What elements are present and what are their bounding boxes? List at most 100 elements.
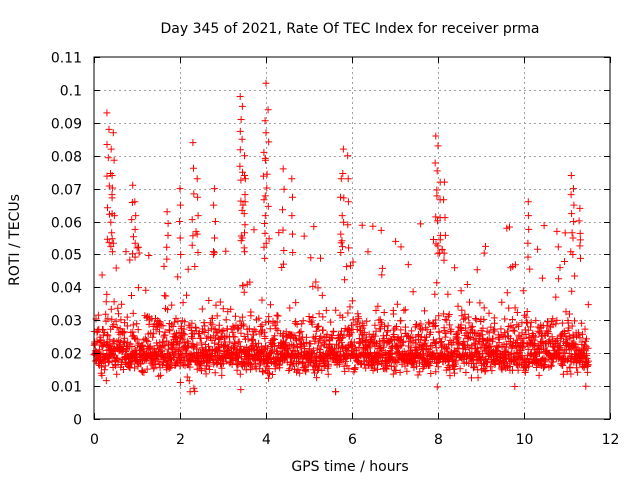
data-point bbox=[337, 249, 345, 256]
data-point bbox=[210, 249, 218, 257]
data-point bbox=[131, 253, 139, 261]
data-point bbox=[222, 247, 230, 255]
data-point bbox=[553, 227, 561, 235]
data-point bbox=[261, 229, 269, 237]
data-point bbox=[440, 196, 448, 204]
data-point bbox=[310, 223, 318, 231]
data-point bbox=[446, 321, 454, 329]
data-point bbox=[466, 298, 473, 306]
data-point bbox=[201, 322, 209, 330]
data-point bbox=[103, 290, 111, 298]
data-point bbox=[431, 322, 439, 330]
data-point bbox=[264, 202, 272, 210]
data-point bbox=[234, 325, 242, 333]
data-point bbox=[339, 243, 346, 251]
data-point bbox=[199, 327, 207, 335]
data-point bbox=[349, 316, 357, 324]
data-point bbox=[390, 362, 398, 370]
y-tick-label: 0.09 bbox=[51, 117, 82, 133]
data-point bbox=[432, 340, 439, 347]
data-point bbox=[482, 242, 489, 250]
data-point bbox=[523, 308, 531, 315]
data-point bbox=[204, 326, 212, 334]
data-point bbox=[337, 175, 345, 183]
data-point bbox=[142, 286, 150, 294]
data-point bbox=[176, 201, 184, 209]
data-point bbox=[241, 191, 249, 199]
data-point bbox=[211, 234, 218, 242]
data-point bbox=[279, 165, 287, 173]
data-point bbox=[260, 328, 268, 336]
data-point bbox=[403, 367, 411, 375]
data-point bbox=[263, 184, 271, 192]
data-point bbox=[511, 261, 519, 269]
data-point bbox=[102, 298, 110, 306]
data-point bbox=[371, 364, 379, 372]
data-point bbox=[364, 248, 372, 256]
data-point bbox=[171, 318, 179, 326]
data-point bbox=[411, 339, 419, 347]
data-point bbox=[119, 329, 127, 337]
data-point bbox=[250, 331, 257, 339]
data-point bbox=[212, 334, 219, 342]
data-point bbox=[316, 358, 324, 366]
data-point bbox=[107, 145, 115, 153]
data-point bbox=[332, 306, 340, 314]
data-point bbox=[397, 243, 405, 251]
data-point bbox=[108, 184, 116, 192]
data-point bbox=[108, 229, 116, 237]
data-point bbox=[434, 363, 442, 371]
data-point bbox=[237, 176, 245, 184]
y-tick-label: 0.02 bbox=[51, 347, 82, 363]
data-point bbox=[110, 156, 118, 164]
data-point bbox=[128, 292, 135, 299]
data-point bbox=[567, 191, 575, 199]
data-point bbox=[235, 338, 243, 346]
data-point bbox=[289, 249, 297, 256]
data-point bbox=[340, 218, 348, 226]
data-point bbox=[583, 335, 590, 343]
data-point bbox=[505, 304, 513, 312]
data-point bbox=[140, 369, 148, 376]
data-point bbox=[325, 360, 332, 368]
data-point bbox=[348, 297, 356, 305]
data-point bbox=[532, 333, 540, 341]
data-point bbox=[171, 346, 179, 354]
data-point bbox=[130, 233, 137, 241]
data-point bbox=[318, 291, 326, 299]
data-point bbox=[212, 301, 220, 309]
data-point bbox=[489, 335, 497, 343]
data-point bbox=[554, 348, 562, 356]
data-point bbox=[379, 343, 387, 351]
x-axis-label: GPS time / hours bbox=[291, 459, 408, 475]
data-point bbox=[566, 310, 573, 318]
data-point bbox=[318, 367, 326, 374]
data-point bbox=[440, 178, 448, 186]
data-point bbox=[193, 175, 201, 183]
data-point bbox=[202, 370, 210, 378]
data-point bbox=[164, 306, 172, 314]
data-point bbox=[163, 255, 171, 263]
data-point bbox=[298, 320, 306, 328]
data-point bbox=[241, 175, 249, 183]
data-point bbox=[468, 374, 475, 382]
data-point bbox=[344, 309, 352, 317]
data-point bbox=[454, 302, 462, 310]
data-point bbox=[291, 332, 299, 340]
data-point bbox=[474, 374, 482, 382]
data-point bbox=[180, 325, 188, 333]
data-point bbox=[354, 318, 362, 326]
data-point bbox=[421, 307, 428, 315]
data-point bbox=[461, 314, 469, 322]
data-point bbox=[355, 315, 363, 323]
data-point bbox=[347, 262, 354, 270]
data-point bbox=[237, 116, 245, 123]
data-point bbox=[231, 333, 239, 341]
data-point bbox=[261, 212, 269, 220]
data-point bbox=[211, 369, 219, 377]
data-point bbox=[179, 299, 187, 307]
data-point bbox=[558, 319, 566, 327]
data-point bbox=[131, 198, 139, 206]
data-point bbox=[216, 346, 224, 354]
data-point bbox=[220, 347, 228, 355]
